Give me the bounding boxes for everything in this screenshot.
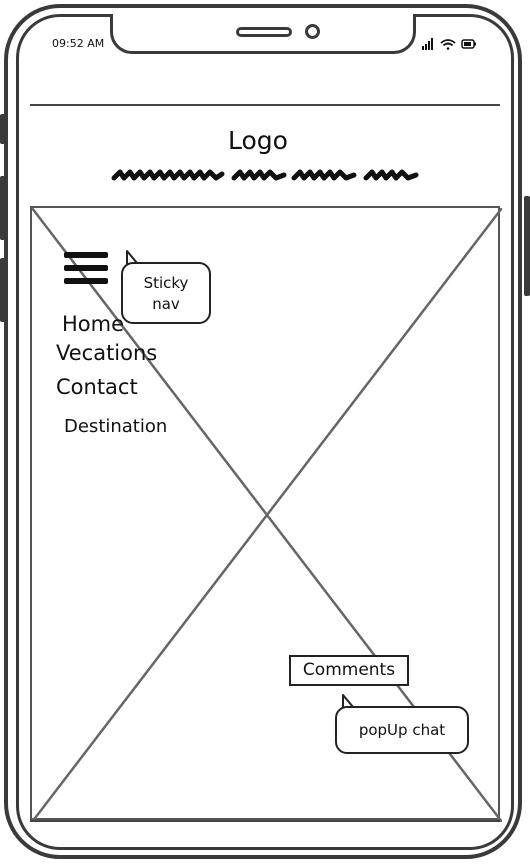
battery-icon [461,39,476,49]
camera-icon [305,24,320,39]
sticky-nav-note-line2: nav [152,295,180,313]
nav-item-vacations[interactable]: Vecations [56,341,158,365]
status-icons [420,36,478,52]
footer-divider [30,820,500,822]
nav-item-home[interactable]: Home [62,312,125,336]
header-divider [30,104,500,106]
comments-button[interactable]: Comments [289,655,409,686]
hero-image-placeholder [30,206,502,822]
speaker-icon [236,27,292,37]
side-button-volume-up [0,176,6,240]
sticky-nav-note-line1: Sticky [143,274,189,292]
tagline-scribble [111,169,419,181]
side-button-power [524,196,530,296]
side-button-volume-down [0,258,6,322]
nav-item-contact[interactable]: Contact [56,375,138,399]
popup-chat-bubble[interactable]: popUp chat [335,706,469,754]
sticky-nav-note: Sticky nav [121,262,211,324]
status-time: 09:52 AM [52,37,105,50]
side-button-silent [0,114,6,144]
hamburger-menu-icon[interactable] [64,252,108,288]
logo[interactable]: Logo [228,126,288,155]
wifi-icon [440,39,456,50]
nav-item-destination[interactable]: Destination [64,416,168,437]
signal-icon [422,38,433,50]
